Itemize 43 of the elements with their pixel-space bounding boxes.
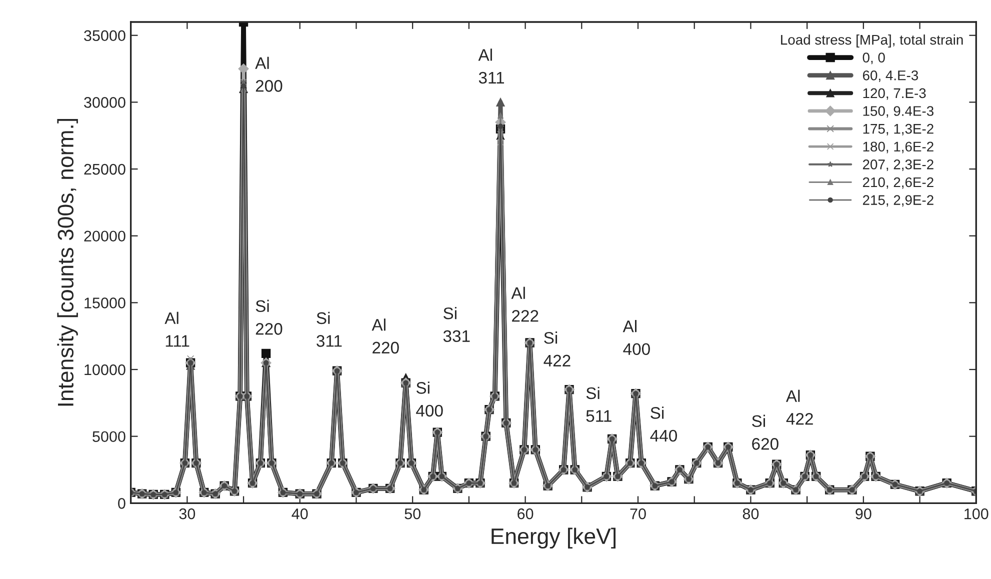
- legend-title: Load stress [MPa], total strain: [781, 34, 963, 48]
- y-axis-title: Intensity [counts 300s, norm.]: [57, 119, 78, 406]
- y-tick-label: 35000: [84, 30, 126, 42]
- y-tick-label: 0: [118, 498, 126, 509]
- annotation: Al 220: [372, 318, 399, 354]
- x-tick-label: 70: [630, 508, 646, 520]
- legend-label: 207, 2,3E-2: [862, 160, 934, 171]
- x-tick-label: 30: [179, 508, 196, 520]
- legend-label: 0, 0: [862, 52, 885, 64]
- legend-label: 120, 7.E-3: [863, 88, 926, 100]
- annotation: Si 422: [544, 332, 570, 366]
- annotation: Si 620: [752, 414, 778, 450]
- y-tick-label: 10000: [84, 364, 126, 376]
- y-tick-label: 20000: [84, 230, 126, 242]
- annotation: Si 511: [586, 386, 612, 422]
- y-tick-label: 25000: [84, 164, 126, 175]
- annotation: Si 331: [443, 307, 470, 342]
- annotation: Si 400: [416, 382, 443, 417]
- legend-label: 210, 2,6E-2: [862, 177, 934, 189]
- annotation: Al 400: [622, 320, 650, 356]
- x-tick-label: 90: [856, 508, 872, 520]
- x-tick-label: 80: [742, 508, 759, 520]
- annotation: Al 111: [164, 312, 190, 347]
- legend-label: 150, 9.4E-3: [863, 106, 934, 118]
- legend-label: 180, 1,6E-2: [863, 142, 934, 154]
- legend-label: 215, 2,9E-2: [862, 195, 934, 207]
- annotation: Si 220: [256, 300, 282, 335]
- x-axis-title: Energy [keV]: [492, 528, 616, 549]
- x-tick-label: 50: [404, 508, 420, 520]
- x-tick-label: 60: [518, 508, 534, 520]
- legend-label: 175, 1,3E-2: [863, 124, 934, 136]
- x-tick-label: 40: [292, 508, 308, 520]
- x-tick-label: 100: [964, 508, 988, 520]
- annotation: Al 311: [478, 48, 504, 84]
- annotation: Si 440: [650, 406, 677, 442]
- annotation: Al 222: [511, 286, 538, 322]
- legend-label: 60, 4.E-3: [862, 70, 918, 82]
- y-tick-label: 30000: [84, 97, 126, 108]
- annotation: Al 422: [786, 390, 813, 425]
- y-tick-label: 5000: [92, 431, 126, 442]
- y-tick-label: 15000: [84, 298, 126, 308]
- annotation: Si 311: [316, 312, 342, 347]
- annotation: Al 200: [255, 56, 282, 92]
